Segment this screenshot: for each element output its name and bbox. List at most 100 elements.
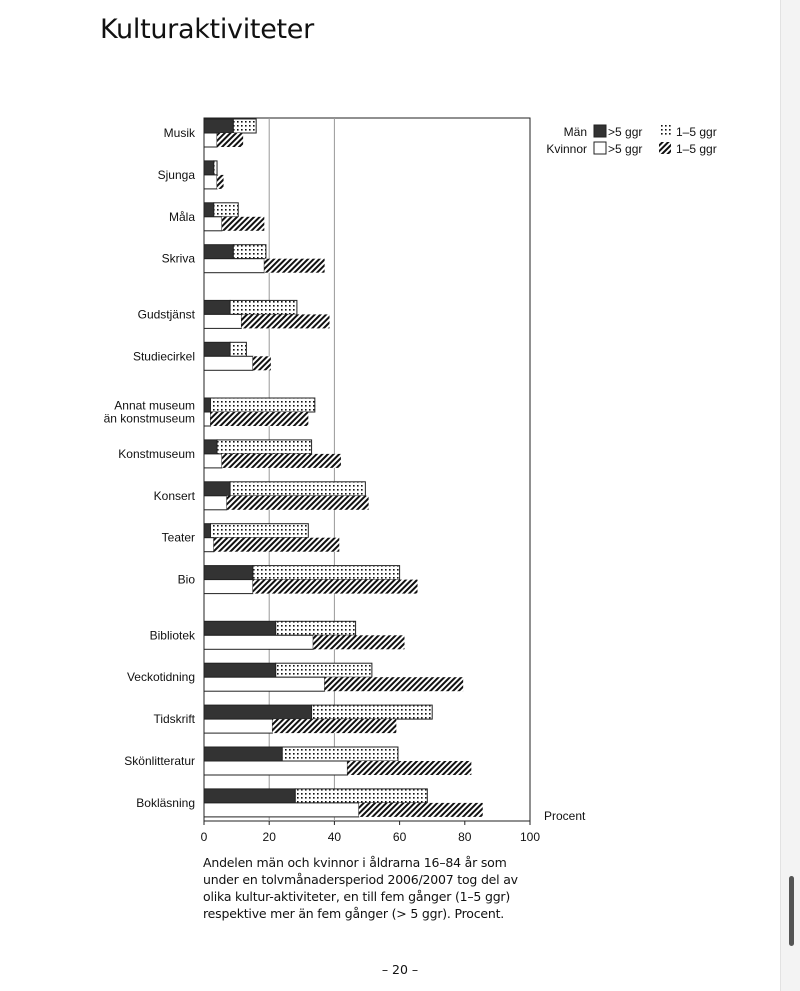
legend-swatch [659,125,671,137]
category-label: Veckotidning [127,670,195,684]
category-label: Bokläsning [136,796,195,810]
bar-woman-1to5 [264,258,325,273]
x-tick-label: 60 [393,830,407,844]
bar-woman-1to5 [221,216,265,231]
category-label: Gudstjänst [138,307,196,321]
bar-man-over5 [203,118,234,134]
bar-man-1to5 [213,160,218,176]
x-tick-label: 40 [328,830,342,844]
legend-swatch [593,141,607,155]
bar-man-over5 [203,202,215,218]
viewer-background [780,0,800,991]
bar-woman-1to5 [252,579,418,594]
bar-woman-1to5 [217,133,244,147]
category-label: Musik [164,126,196,140]
bar-woman-over5 [203,216,223,232]
bar-man-1to5 [213,202,239,218]
bar-woman-over5 [203,579,254,595]
category-label: Bio [178,573,196,587]
bar-man-over5 [203,341,231,357]
bar-man-over5 [203,565,254,581]
bar-man-1to5 [232,118,257,134]
bar-woman-over5 [203,760,348,776]
category-label: Skriva [162,252,196,266]
category-label: än konstmuseum [104,412,195,426]
bar-woman-1to5 [221,453,341,468]
bar-woman-over5 [203,718,273,734]
bar-woman-1to5 [252,356,271,371]
page-number: – 20 – [381,962,419,977]
legend-group-label: Kvinnor [546,142,587,156]
legend-group-label: Män [564,125,587,139]
bar-woman-over5 [203,313,242,329]
plot-frame [203,117,531,822]
bar-man-over5 [203,481,231,497]
bar-man-over5 [203,620,277,636]
bar-man-over5 [203,244,234,260]
bar-man-1to5 [229,481,366,497]
bar-woman-over5 [203,174,218,190]
category-label: Bibliotek [150,628,196,642]
x-tick-label: 0 [201,830,208,844]
legend-swatch [659,142,671,154]
bar-woman-over5 [203,802,360,818]
bar-woman-1to5 [210,412,309,426]
bar-man-1to5 [252,565,401,581]
bar-man-over5 [203,397,212,413]
bar-woman-over5 [203,355,254,371]
x-axis-label: Procent [544,809,586,823]
category-label: Studiecirkel [133,349,195,363]
legend-label: >5 ggr [608,125,642,139]
bar-man-1to5 [229,341,247,357]
scrollbar[interactable] [789,876,794,946]
bar-chart: Musik Sjunga Måla Skriva Gudstjänst Studiecir… [104,117,717,844]
category-label: Tidskrift [153,712,195,726]
bar-woman-over5 [203,258,265,274]
category-label: Teater [162,531,195,545]
x-tick-label: 80 [458,830,472,844]
x-tick-label: 100 [520,830,540,844]
bar-woman-over5 [203,676,326,692]
bar-man-1to5 [216,439,313,455]
bar-woman-1to5 [226,495,369,510]
bar-man-over5 [203,439,218,455]
bar-woman-1to5 [347,761,472,775]
bar-man-over5 [203,523,212,539]
category-label: Konsert [154,489,196,503]
bar-man-over5 [203,662,277,678]
bar-man-1to5 [311,704,433,720]
bar-woman-over5 [203,537,215,553]
category-label: Skönlitteratur [124,754,195,768]
bar-man-over5 [203,746,283,762]
bar-woman-1to5 [313,635,405,650]
bar-man-1to5 [275,662,373,678]
figure-caption: Andelen män och kvinnor i åldrarna 16–84… [203,855,518,921]
bar-woman-1to5 [358,802,483,817]
legend-label: 1–5 ggr [676,142,717,156]
bar-man-over5 [203,299,231,315]
bar-man-1to5 [294,788,428,804]
category-label: Annat museum [114,399,195,413]
bar-woman-over5 [203,132,218,148]
x-tick-label: 20 [263,830,277,844]
bar-woman-over5 [203,411,212,427]
bar-man-1to5 [275,620,357,636]
legend-swatch [593,124,607,138]
bar-man-1to5 [210,397,316,413]
bar-woman-1to5 [217,174,224,189]
bar-woman-1to5 [213,537,340,552]
category-label: Sjunga [158,168,196,182]
bar-woman-1to5 [272,719,397,734]
bar-man-over5 [203,788,296,804]
bar-woman-1to5 [241,314,330,329]
bar-man-1to5 [232,244,267,260]
legend-label: >5 ggr [608,142,642,156]
bar-man-over5 [203,160,215,176]
bar-man-over5 [203,704,313,720]
category-label: Konstmuseum [118,447,195,461]
bar-man-1to5 [210,523,309,539]
bar-woman-over5 [203,495,228,511]
page-title: Kulturaktiviteter [100,14,314,45]
bar-woman-over5 [203,453,223,469]
legend-label: 1–5 ggr [676,125,717,139]
